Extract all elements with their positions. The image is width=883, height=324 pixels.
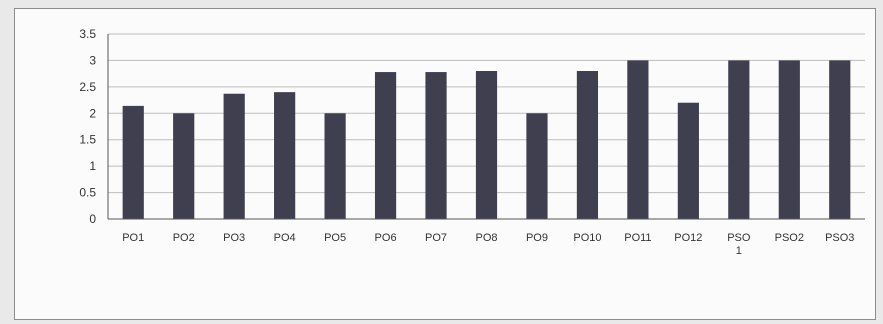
bar-po7 bbox=[425, 72, 447, 219]
y-tick-label: 0 bbox=[89, 212, 96, 226]
y-tick-label: 3.5 bbox=[79, 27, 96, 41]
x-tick-label: PO1 bbox=[122, 232, 144, 244]
y-tick-label: 0.5 bbox=[79, 186, 96, 200]
axes bbox=[107, 34, 865, 220]
bar-chart: 0 0.5 1 1.5 2 2.5 3 3.5 PO1 PO2 PO3 PO4 PO5 PO6 PO7 PO8… bbox=[79, 27, 865, 257]
bar-po1 bbox=[122, 105, 144, 219]
bar-pso2 bbox=[778, 60, 800, 219]
y-tick-label: 2 bbox=[89, 106, 96, 120]
bar-po3 bbox=[223, 93, 245, 219]
x-tick-label: PO5 bbox=[324, 232, 346, 244]
x-tick-label: PO8 bbox=[475, 232, 497, 244]
bar-po4 bbox=[274, 92, 296, 219]
bar-po5 bbox=[324, 113, 346, 219]
x-tick-label: PO10 bbox=[573, 232, 601, 244]
x-tick-label: PO7 bbox=[425, 232, 447, 244]
bar-po6 bbox=[374, 72, 397, 219]
x-tick-label: PO2 bbox=[173, 232, 195, 244]
y-tick-label: 3 bbox=[89, 53, 96, 67]
bar-po12 bbox=[677, 102, 699, 219]
chart-frame: 0 0.5 1 1.5 2 2.5 3 3.5 PO1 PO2 PO3 PO4 PO5 PO6 PO7 PO8… bbox=[14, 8, 876, 320]
y-tick-label: 2.5 bbox=[79, 80, 96, 94]
bar-pso3 bbox=[829, 60, 851, 219]
x-tick-label: PO3 bbox=[223, 232, 245, 244]
x-tick-label: PSO 1 bbox=[727, 232, 751, 257]
bar-po9 bbox=[526, 113, 548, 219]
y-tick-label: 1.5 bbox=[79, 133, 96, 147]
bar-po2 bbox=[173, 113, 195, 219]
x-tick-label: PO9 bbox=[526, 232, 548, 244]
x-tick-label: PSO3 bbox=[825, 232, 854, 244]
bar-po8 bbox=[475, 71, 498, 219]
bar-po10 bbox=[576, 71, 599, 219]
y-tick-label: 1 bbox=[89, 159, 96, 173]
x-tick-label: PO4 bbox=[274, 232, 296, 244]
bar-po11 bbox=[627, 60, 649, 219]
axis-labels: 0 0.5 1 1.5 2 2.5 3 3.5 PO1 PO2 PO3 PO4 PO5 PO6 PO7 PO8… bbox=[79, 27, 854, 257]
x-tick-label: PO6 bbox=[375, 232, 397, 244]
x-tick-label: PSO2 bbox=[775, 232, 804, 244]
x-tick-label: PO12 bbox=[674, 232, 702, 244]
bars bbox=[122, 60, 851, 219]
x-tick-label: PO11 bbox=[624, 232, 651, 244]
bar-pso1 bbox=[728, 60, 750, 219]
